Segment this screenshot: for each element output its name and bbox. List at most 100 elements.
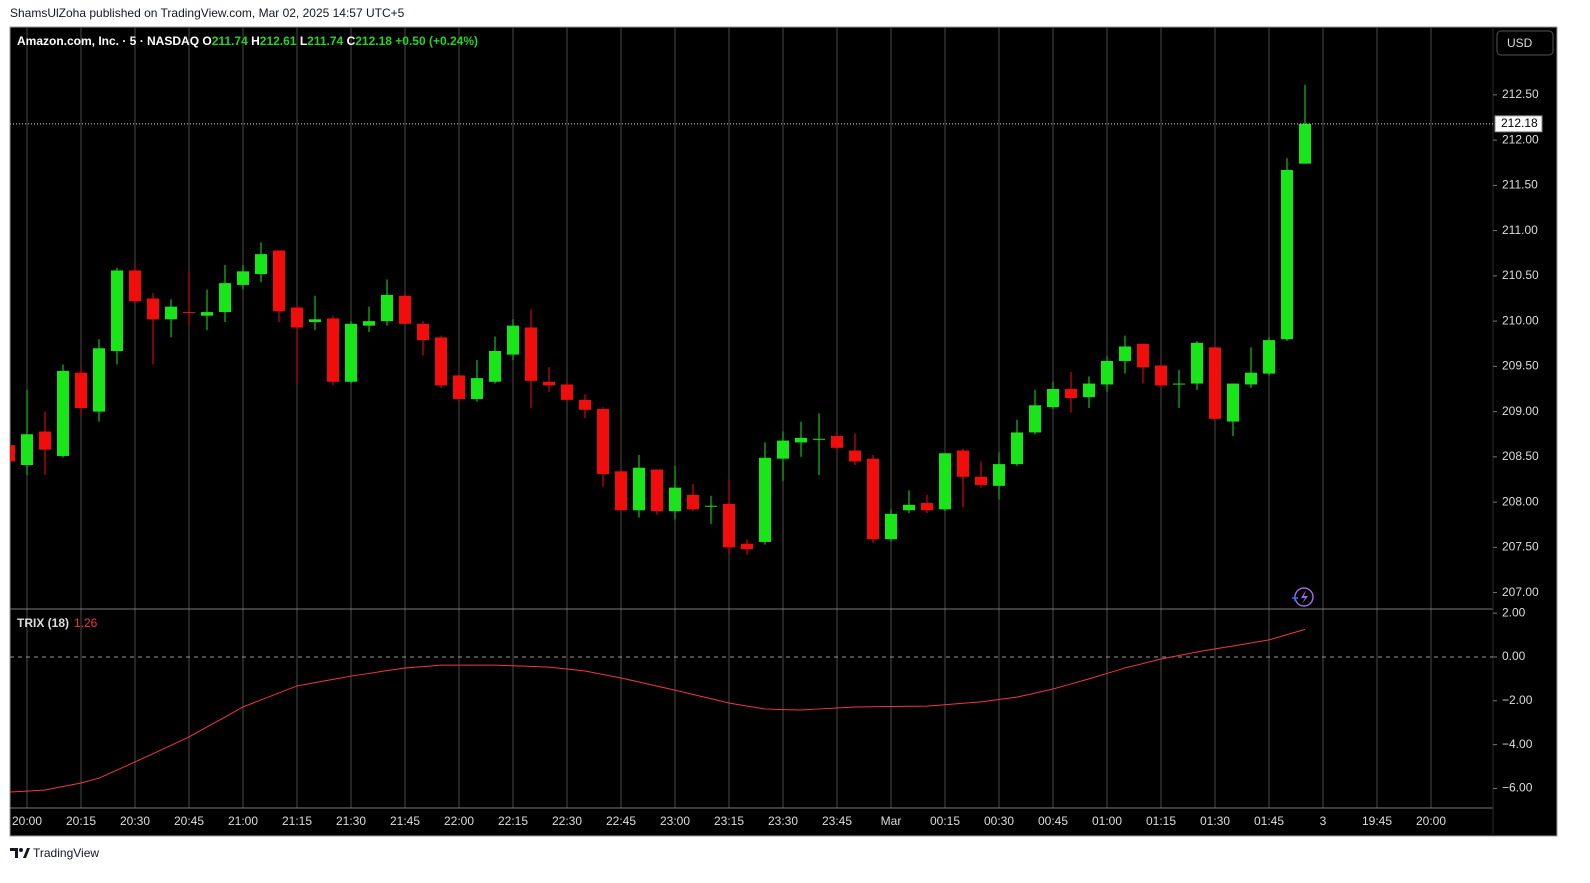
candle-body	[165, 306, 177, 320]
candle-body	[885, 513, 897, 540]
y-tick-label: 208.50	[1502, 449, 1539, 463]
y-tick-label: −2.00	[1502, 693, 1533, 707]
candle-body	[273, 250, 285, 312]
close-value: 212.18	[355, 34, 392, 48]
x-tick-label: 23:00	[660, 814, 690, 828]
candle-body	[1227, 383, 1239, 422]
y-tick-label: 211.00	[1502, 223, 1538, 237]
y-tick-label: 209.00	[1502, 404, 1539, 418]
candle-body	[1281, 169, 1293, 340]
currency: USD	[1507, 36, 1533, 50]
x-tick-label: 20:15	[66, 814, 96, 828]
candle-body	[867, 458, 879, 540]
candle-body	[345, 323, 357, 382]
trix-line	[10, 628, 1306, 793]
candle-body	[1047, 388, 1059, 408]
candle-body	[183, 312, 195, 314]
candle-body	[435, 337, 447, 386]
x-tick-label: 19:45	[1362, 814, 1392, 828]
candle-body	[1191, 342, 1203, 384]
x-tick-label: 20:30	[120, 814, 150, 828]
legend: Amazon.com, Inc. · 5 · NASDAQ O211.74 H2…	[17, 34, 478, 48]
x-tick-label: 00:15	[930, 814, 960, 828]
y-tick-label: 212.00	[1502, 132, 1539, 146]
low-value: 211.74	[307, 34, 344, 48]
y-tick-label: 2.00	[1502, 605, 1526, 619]
x-tick-label: 01:30	[1200, 814, 1230, 828]
y-tick-label: 208.00	[1502, 494, 1539, 508]
replay-icon[interactable]	[1292, 587, 1314, 607]
x-tick-label: 01:45	[1254, 814, 1284, 828]
x-tick-label: 21:15	[282, 814, 312, 828]
last-price-tag	[1494, 115, 1543, 133]
x-tick-label: 01:15	[1146, 814, 1176, 828]
candle-body	[777, 440, 789, 459]
symbol: Amazon.com, Inc. · 5 · NASDAQ	[17, 34, 200, 48]
candle-body	[489, 350, 501, 382]
candle-body	[111, 270, 123, 351]
candle-body	[993, 464, 1005, 486]
x-tick-label: 20:45	[174, 814, 204, 828]
x-tick-label: 22:00	[444, 814, 474, 828]
y-tick-label: 212.50	[1502, 87, 1539, 101]
currency-box[interactable]	[1496, 30, 1554, 56]
attribution: ShamsUlZoha published on TradingView.com…	[10, 6, 405, 20]
x-tick-label: 20:00	[12, 814, 42, 828]
candle-body	[633, 467, 645, 511]
candle-body	[255, 254, 267, 275]
y-tick-label: 207.00	[1502, 585, 1539, 599]
candle-body	[129, 270, 141, 302]
candle-body	[975, 476, 987, 485]
indicator-value: 1.26	[74, 616, 98, 630]
candle-body	[903, 504, 915, 511]
candle-body	[615, 471, 627, 511]
candle-body	[957, 450, 969, 477]
x-tick-label: 00:30	[984, 814, 1014, 828]
brand: TradingView	[33, 846, 99, 860]
candle-body	[813, 438, 825, 440]
x-tick-label: 23:30	[768, 814, 798, 828]
candle-body	[1263, 340, 1275, 374]
candle-body	[723, 503, 735, 548]
candle-body	[1245, 372, 1257, 385]
indicator-name: TRIX (18)	[17, 616, 69, 630]
candle-body	[687, 494, 699, 510]
candle-body	[1209, 347, 1221, 419]
candle-body	[705, 505, 717, 507]
candle-body	[1101, 360, 1113, 385]
candle-body	[831, 436, 843, 448]
x-tick-label: 21:45	[390, 814, 420, 828]
candle-body	[417, 323, 429, 341]
candle-body	[75, 372, 87, 408]
candle-body	[759, 457, 771, 542]
candle-body	[381, 294, 393, 322]
x-tick-label: 20:00	[1416, 814, 1446, 828]
candle-body	[669, 487, 681, 512]
candle-body	[219, 283, 231, 313]
y-tick-label: −6.00	[1502, 781, 1533, 795]
brand-logo	[10, 848, 30, 858]
candle-body	[471, 378, 483, 399]
x-tick-label: 21:00	[228, 814, 258, 828]
candle-body	[93, 348, 105, 412]
y-tick-label: 211.50	[1502, 178, 1538, 192]
x-tick-label: 22:45	[606, 814, 636, 828]
candle-body	[21, 434, 33, 466]
last-price-label: 212.18	[1501, 116, 1538, 130]
candle-body	[309, 319, 321, 323]
x-tick-label: 01:00	[1092, 814, 1122, 828]
candle-body	[147, 298, 159, 320]
candle-body	[579, 399, 591, 410]
y-tick-label: 210.00	[1502, 313, 1539, 327]
x-tick-label: 00:45	[1038, 814, 1068, 828]
x-tick-label: 22:15	[498, 814, 528, 828]
y-tick-label: −4.00	[1502, 737, 1533, 751]
candle-body	[237, 271, 249, 285]
candle-body	[921, 503, 933, 511]
candle-body	[507, 325, 519, 355]
candle-body	[57, 370, 69, 456]
candle-body	[1137, 343, 1149, 368]
candle-body	[795, 437, 807, 443]
